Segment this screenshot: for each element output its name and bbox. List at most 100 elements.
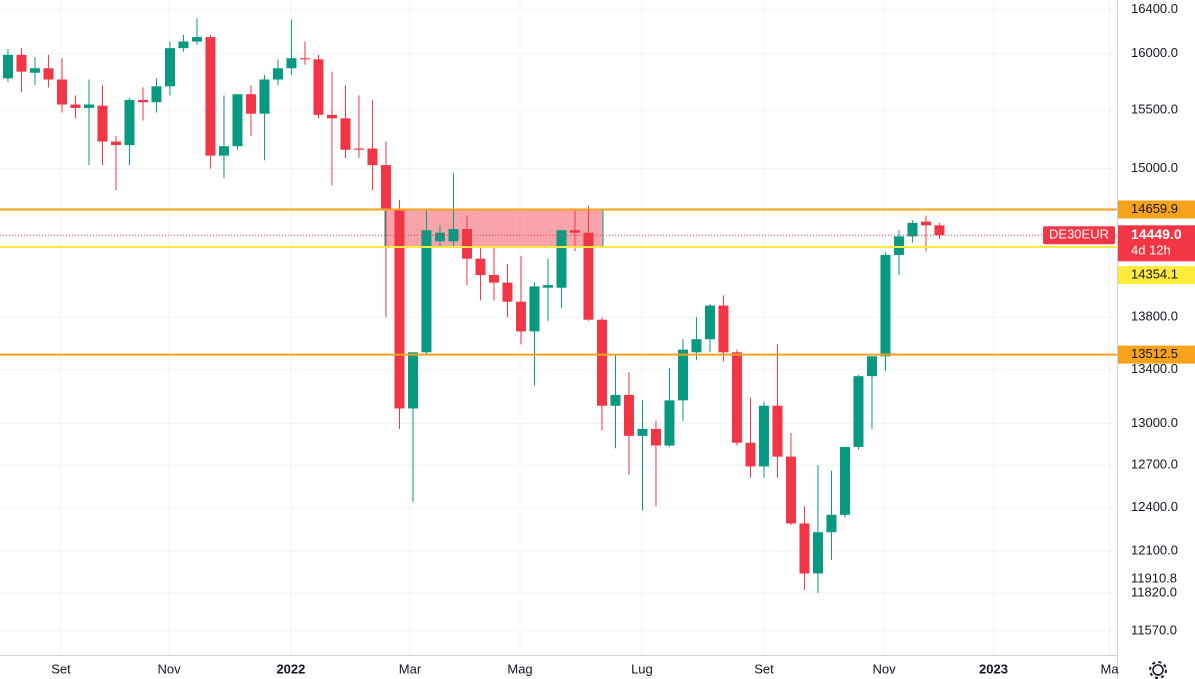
candle-body	[218, 146, 229, 156]
candle-body	[920, 221, 931, 226]
candle-body	[758, 405, 769, 467]
candle-body	[623, 394, 634, 436]
level-label-bg	[1118, 266, 1195, 285]
candle-body	[610, 394, 621, 406]
candle-body	[272, 68, 283, 80]
candle-body	[880, 254, 891, 357]
x-tick-label: Lug	[631, 661, 653, 676]
candle-body	[461, 229, 472, 259]
candle-body	[178, 41, 189, 49]
candle-body	[704, 305, 715, 340]
candle-body	[907, 222, 918, 237]
y-tick-label: 16000.0	[1131, 45, 1178, 60]
candle-body	[718, 305, 729, 353]
level-label: 13512.5	[1131, 346, 1178, 361]
candle-body	[421, 230, 432, 353]
level-label-bg	[1118, 345, 1195, 364]
x-tick-label: Nov	[873, 661, 897, 676]
y-tick-label: 15000.0	[1131, 160, 1178, 175]
candle-body	[43, 68, 54, 80]
candle-body	[475, 258, 486, 276]
candle-body	[596, 319, 607, 406]
candle-body	[394, 209, 405, 409]
last-price-label: 14449.0	[1131, 226, 1182, 242]
candle-body	[745, 442, 756, 467]
candle-body	[434, 232, 445, 242]
candle-body	[205, 37, 216, 156]
candle-body	[137, 99, 148, 103]
candle-body	[380, 165, 391, 210]
candle-body	[83, 104, 94, 108]
candle-body	[502, 282, 513, 302]
candle-body	[151, 86, 162, 103]
gear-ring	[1152, 664, 1164, 676]
candle-body	[97, 105, 108, 142]
grid	[0, 0, 1117, 655]
candle-body	[569, 230, 580, 233]
x-tick-label: 2022	[276, 661, 305, 676]
candle-body	[866, 356, 877, 377]
gear-teeth	[1149, 661, 1167, 679]
candle-body	[407, 352, 418, 409]
x-tick-label: Mag	[507, 661, 532, 676]
level-label: 14659.9	[1131, 201, 1178, 216]
candle-body	[677, 349, 688, 401]
candles	[0, 18, 1117, 593]
candle-body	[191, 37, 202, 42]
candle-body	[29, 68, 40, 73]
candle-body	[799, 523, 810, 574]
candle-body	[286, 58, 297, 69]
x-tick-label: Set	[51, 661, 71, 676]
candle-body	[893, 236, 904, 255]
x-tick-label: Mar	[399, 661, 422, 676]
symbol-label-bg	[1043, 226, 1115, 245]
x-tick-label: Set	[754, 661, 774, 676]
candle-body	[731, 352, 742, 443]
candle-body	[313, 59, 324, 115]
candle-body	[488, 275, 499, 283]
candle-body	[637, 428, 648, 436]
settings-icon[interactable]	[1149, 661, 1167, 679]
x-tick-label: Nov	[157, 661, 181, 676]
candle-body	[340, 118, 351, 150]
countdown-label: 4d 12h	[1131, 243, 1171, 258]
candle-body	[529, 286, 540, 332]
level-label-bg	[1118, 200, 1195, 219]
y-tick-label: 13400.0	[1131, 361, 1178, 376]
candle-body	[232, 94, 243, 147]
candle-body	[583, 232, 594, 320]
y-tick-label: 15500.0	[1131, 102, 1178, 117]
candle-body	[650, 428, 661, 446]
y-tick-label: 16400.0	[1131, 1, 1178, 16]
level-label: 14354.1	[1131, 266, 1178, 281]
candle-body	[785, 456, 796, 524]
x-tick-label: 2023	[979, 661, 1008, 676]
candle-body	[839, 446, 850, 515]
y-tick-label: 13800.0	[1131, 309, 1178, 324]
symbol-label: DE30EUR	[1049, 227, 1109, 242]
candle-body	[124, 99, 135, 146]
candle-body	[691, 339, 702, 353]
candle-body	[299, 58, 310, 60]
candle-body	[110, 141, 121, 146]
zone	[384, 208, 604, 248]
candle-body	[326, 114, 337, 119]
candle-body	[812, 532, 823, 574]
candle-body	[556, 230, 567, 288]
y-tick-label: 11820.0	[1131, 584, 1177, 599]
y-tick-label: 11570.0	[1131, 622, 1177, 637]
last-price-label-bg	[1118, 225, 1195, 262]
candle-body	[934, 225, 945, 236]
y-tick-label: 12100.0	[1131, 543, 1178, 558]
candle-body	[2, 54, 13, 79]
candle-body	[259, 79, 270, 114]
candle-body	[16, 54, 27, 72]
candle-body	[245, 94, 256, 114]
candle-body	[826, 514, 837, 533]
candle-body	[56, 79, 67, 105]
candle-body	[164, 48, 175, 87]
low-label: 11910.8	[1131, 571, 1177, 586]
candle-body	[853, 376, 864, 447]
